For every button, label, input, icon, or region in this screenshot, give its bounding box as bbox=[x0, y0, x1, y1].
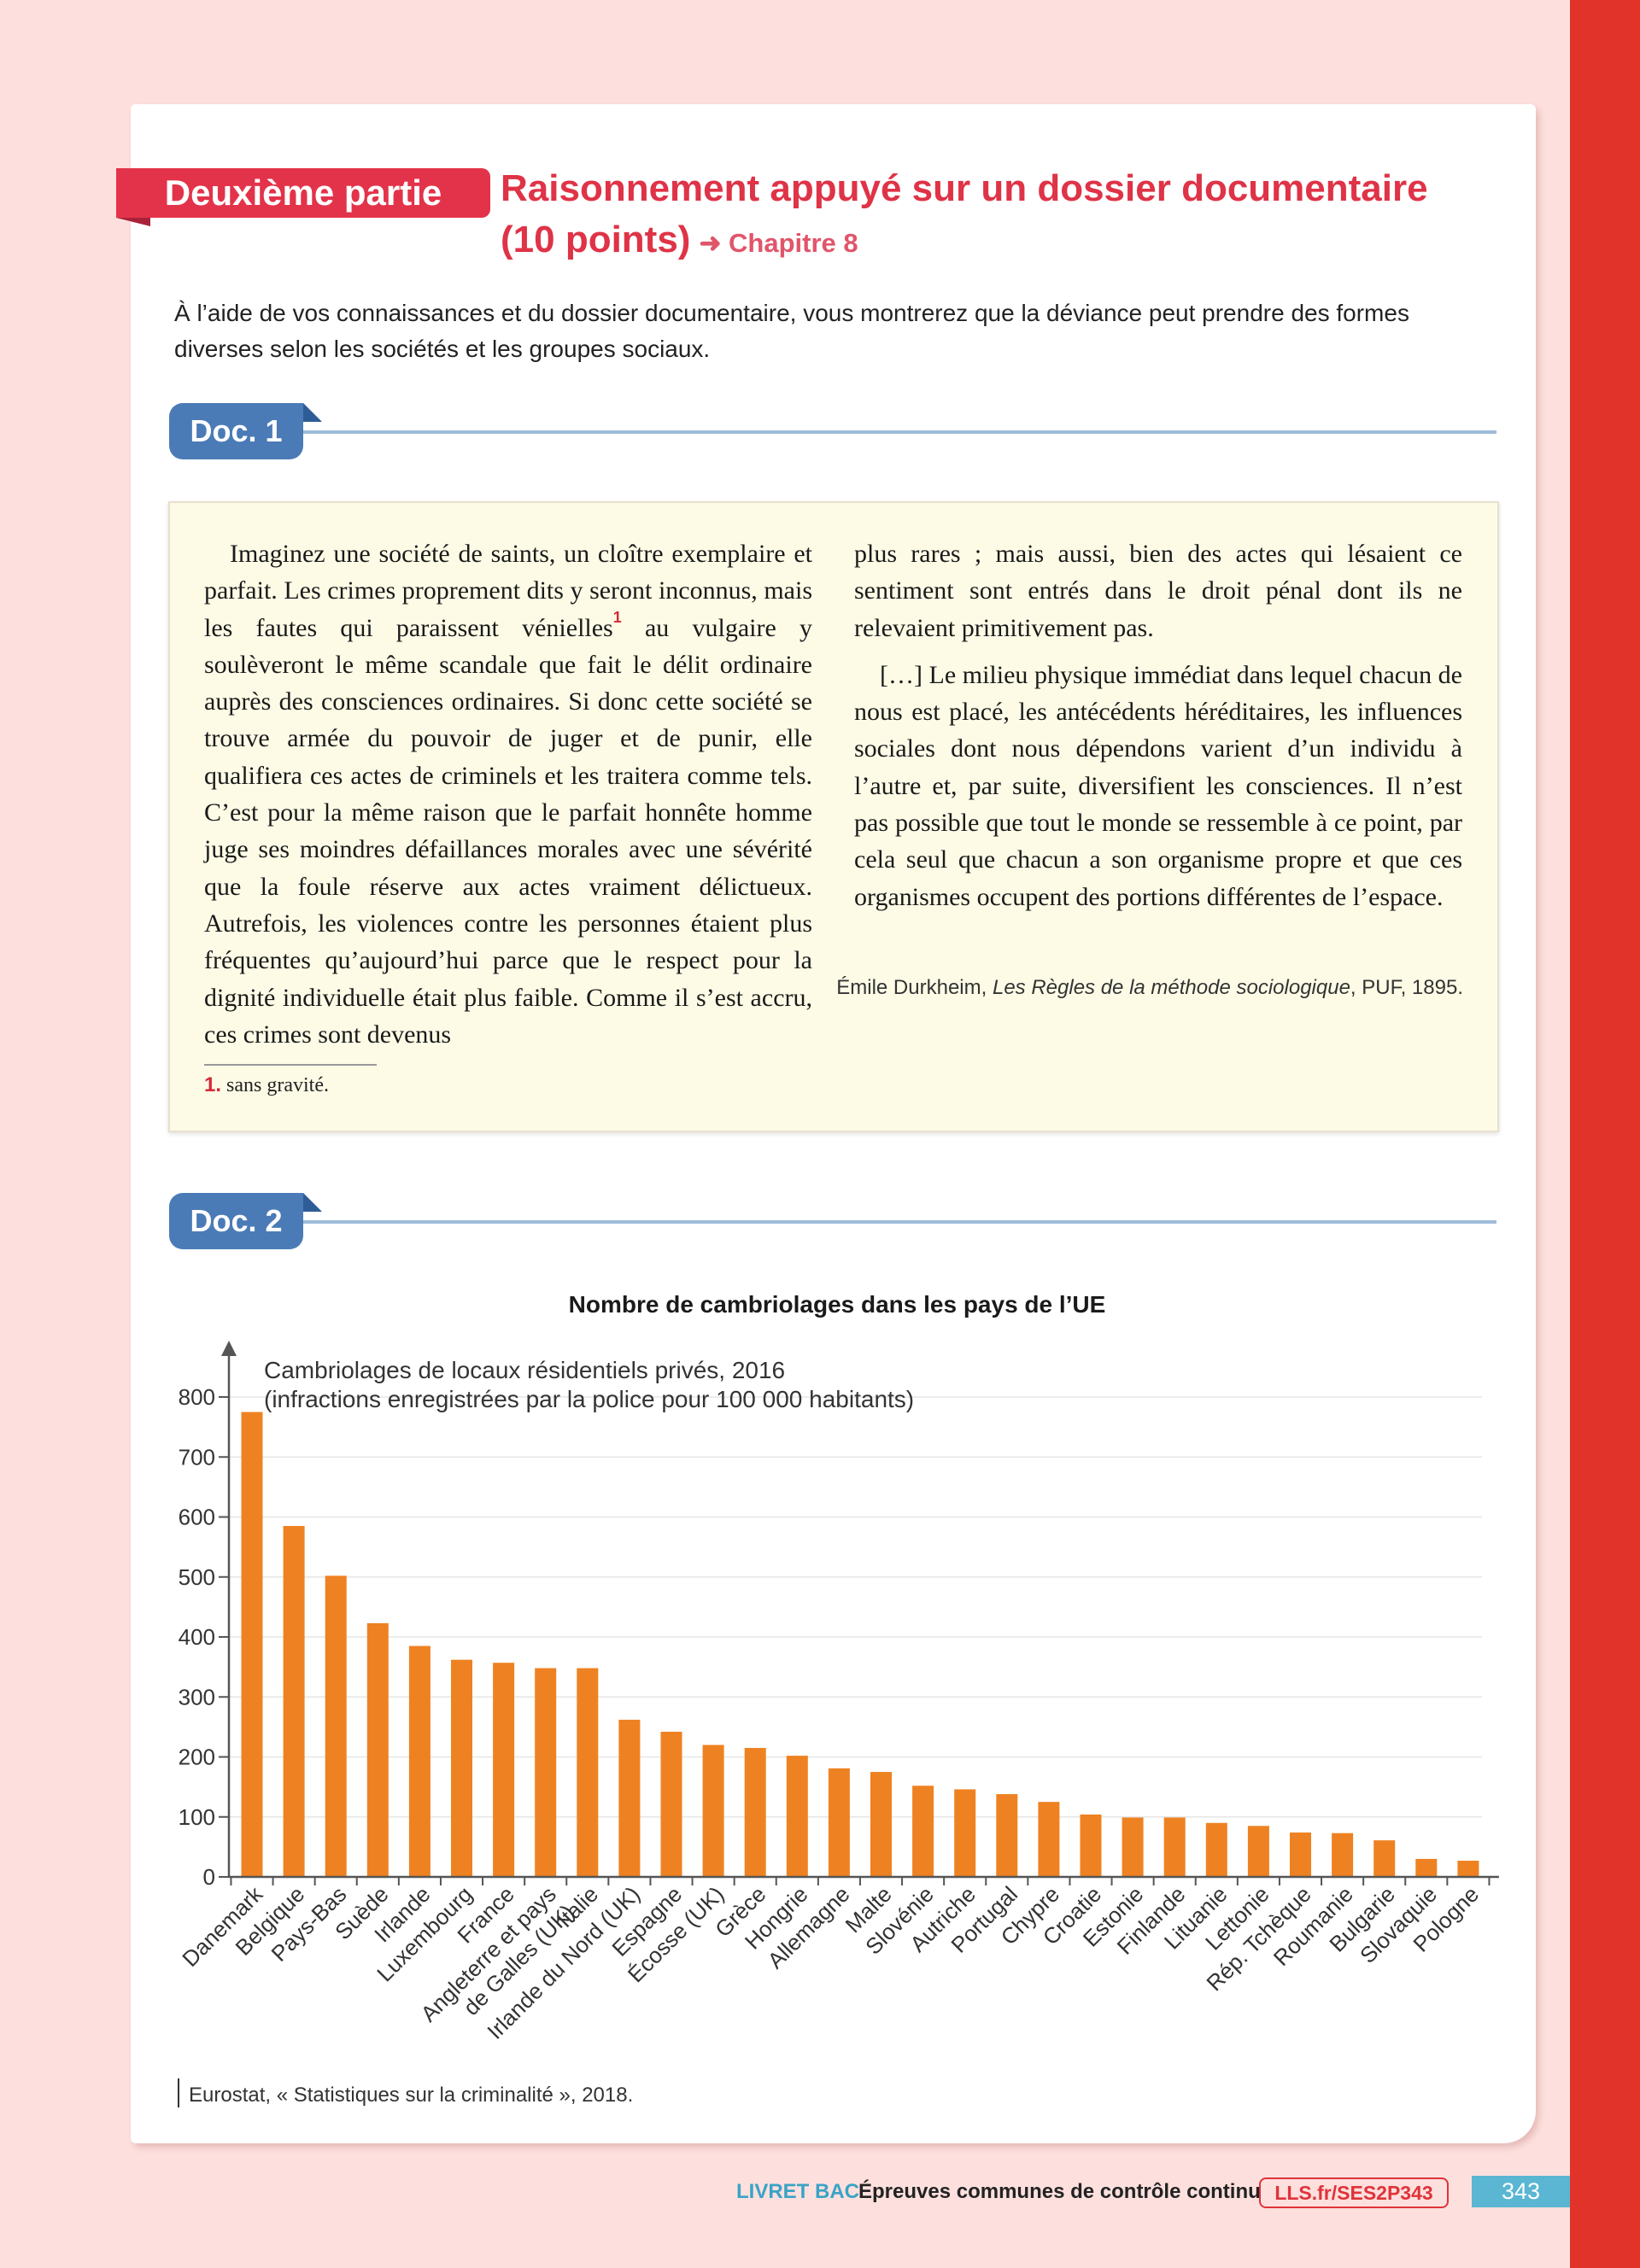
bar-19 bbox=[1038, 1802, 1060, 1877]
citation-title: Les Règles de la méthode sociologique bbox=[992, 976, 1350, 999]
doc2-tab-ear bbox=[303, 1193, 322, 1212]
doc1-tab-ear bbox=[303, 403, 322, 422]
footnote-number: 1. bbox=[204, 1073, 222, 1096]
page-title-points: (10 points) ➜ Chapitre 8 bbox=[501, 219, 858, 261]
footer-livret-bac: LIVRET BAC bbox=[736, 2180, 859, 2203]
footer-link[interactable]: LLS.fr/SES2P343 bbox=[1259, 2177, 1449, 2208]
bar-13 bbox=[786, 1756, 808, 1877]
y-axis-arrow bbox=[221, 1341, 237, 1356]
bar-28 bbox=[1415, 1858, 1438, 1877]
citation-publisher: , PUF, 1895. bbox=[1350, 976, 1463, 999]
footer-section: Épreuves communes de contrôle continu bbox=[858, 2180, 1261, 2203]
y-tick-label: 500 bbox=[179, 1564, 215, 1590]
quote-paragraph: Imaginez une société de saints, un cloît… bbox=[204, 535, 812, 1053]
bar-11 bbox=[702, 1745, 724, 1877]
bar-10 bbox=[660, 1731, 682, 1877]
y-tick-label: 0 bbox=[203, 1864, 215, 1890]
quote-column-left: Imaginez une société de saints, un cloît… bbox=[204, 535, 812, 1053]
bar-5 bbox=[451, 1659, 472, 1877]
y-tick-label: 200 bbox=[179, 1745, 215, 1770]
chapter-reference: ➜ Chapitre 8 bbox=[699, 228, 858, 258]
right-edge-bar bbox=[1570, 0, 1640, 2268]
bar-17 bbox=[954, 1789, 976, 1877]
bar-8 bbox=[577, 1668, 599, 1877]
bar-18 bbox=[996, 1794, 1018, 1877]
quote-paragraph: […] Le milieu physique immédiat dans leq… bbox=[854, 660, 1462, 911]
bar-2 bbox=[325, 1575, 347, 1877]
bar-3 bbox=[366, 1622, 389, 1877]
bar-24 bbox=[1247, 1826, 1269, 1877]
bar-27 bbox=[1374, 1840, 1396, 1877]
chart-source: Eurostat, « Statistiques sur la criminal… bbox=[189, 2084, 634, 2107]
doc1-quote-box: Imaginez une société de saints, un cloît… bbox=[168, 501, 1499, 1132]
bar-21 bbox=[1122, 1817, 1144, 1877]
doc2-label: Doc. 2 bbox=[169, 1193, 303, 1249]
assignment-prompt: À l’aide de vos connaissances et du doss… bbox=[174, 300, 1409, 362]
bar-0 bbox=[241, 1412, 263, 1877]
bar-1 bbox=[283, 1526, 305, 1877]
y-axis-label: Cambriolages de locaux résidentiels priv… bbox=[264, 1357, 785, 1383]
footnote: 1. sans gravité. bbox=[204, 1073, 329, 1097]
y-tick-label: 100 bbox=[179, 1804, 215, 1830]
bar-23 bbox=[1205, 1822, 1227, 1877]
bar-7 bbox=[535, 1668, 557, 1877]
part-label-fold bbox=[116, 218, 150, 226]
source-marker bbox=[178, 2078, 179, 2107]
y-tick-label: 800 bbox=[179, 1384, 215, 1410]
doc2-divider bbox=[303, 1220, 1496, 1224]
quote-text: au vulgaire y soulèveront le même scanda… bbox=[204, 613, 812, 1049]
footnote-rule bbox=[204, 1064, 377, 1066]
bar-22 bbox=[1163, 1817, 1186, 1877]
y-tick-label: 700 bbox=[179, 1444, 215, 1470]
quote-citation: Émile Durkheim, Les Règles de la méthode… bbox=[836, 973, 1463, 1002]
bar-20 bbox=[1080, 1814, 1102, 1877]
part-label: Deuxième partie bbox=[116, 168, 490, 218]
y-tick-label: 300 bbox=[179, 1684, 215, 1710]
bar-9 bbox=[618, 1719, 641, 1877]
bar-26 bbox=[1332, 1833, 1354, 1877]
citation-author: Émile Durkheim, bbox=[836, 976, 993, 999]
y-axis-label: (infractions enregistrées par la police … bbox=[264, 1386, 914, 1412]
footnote-text: sans gravité. bbox=[221, 1074, 329, 1096]
footnote-marker: 1 bbox=[612, 608, 622, 626]
bar-15 bbox=[870, 1772, 892, 1877]
quote-paragraph: plus rares ; mais aussi, bien des actes … bbox=[854, 540, 1462, 642]
points-label: (10 points) bbox=[501, 219, 691, 260]
bar-25 bbox=[1290, 1833, 1311, 1877]
doc1-label: Doc. 1 bbox=[169, 403, 303, 459]
doc1-divider bbox=[303, 430, 1496, 434]
y-tick-label: 400 bbox=[179, 1624, 215, 1650]
bar-14 bbox=[828, 1768, 850, 1877]
chart-title: Nombre de cambriolages dans les pays de … bbox=[568, 1291, 1106, 1318]
bar-29 bbox=[1457, 1861, 1479, 1877]
bar-16 bbox=[912, 1786, 934, 1877]
quote-column-right: plus rares ; mais aussi, bien des actes … bbox=[854, 535, 1462, 915]
bar-12 bbox=[744, 1747, 766, 1877]
page-title: Raisonnement appuyé sur un dossier docum… bbox=[501, 167, 1428, 209]
quote-text: Imaginez une société de saints, un cloît… bbox=[204, 540, 812, 642]
page-number: 343 bbox=[1472, 2176, 1570, 2207]
bar-4 bbox=[408, 1645, 430, 1877]
y-tick-label: 600 bbox=[179, 1505, 215, 1530]
bar-6 bbox=[493, 1663, 515, 1877]
